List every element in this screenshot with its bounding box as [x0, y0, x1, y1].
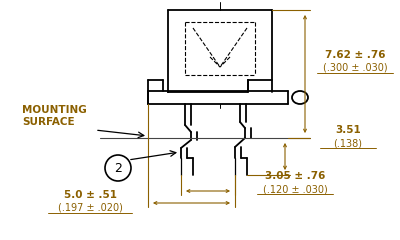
Text: (.197 ± .020): (.197 ± .020) [58, 203, 122, 213]
Text: 3.51: 3.51 [335, 125, 361, 135]
Text: (.300 ± .030): (.300 ± .030) [323, 63, 387, 73]
Text: SURFACE: SURFACE [22, 117, 75, 127]
Text: (.138): (.138) [334, 138, 362, 148]
Text: (.120 ± .030): (.120 ± .030) [263, 184, 327, 194]
Text: 7.62 ± .76: 7.62 ± .76 [325, 50, 385, 60]
Text: 5.0 ± .51: 5.0 ± .51 [64, 190, 116, 200]
Text: MOUNTING: MOUNTING [22, 105, 87, 115]
Text: 3.05 ± .76: 3.05 ± .76 [265, 171, 325, 181]
Text: 2: 2 [114, 162, 122, 174]
